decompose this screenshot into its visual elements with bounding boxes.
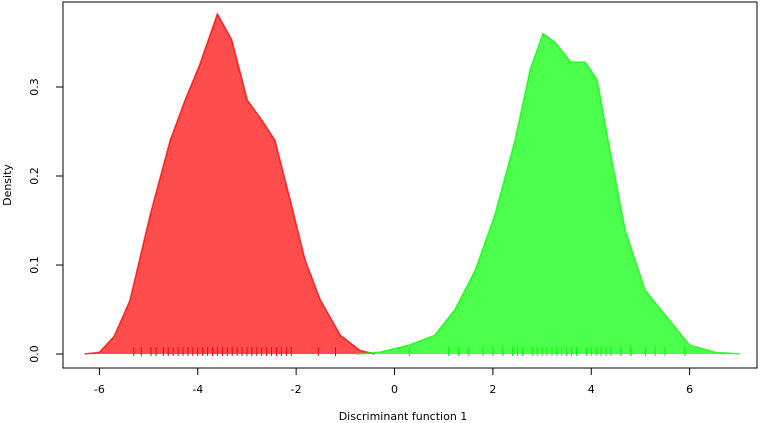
y-axis-title: Density [1,164,14,206]
x-tick-label: -2 [291,383,302,396]
density-line [84,12,375,355]
x-tick-label: 6 [686,383,693,396]
x-tick-label: -4 [192,383,203,396]
x-tick-label: -6 [94,383,105,396]
x-axis-title: Discriminant function 1 [339,410,468,423]
x-tick-label: 4 [588,383,595,396]
x-tick-label: 0 [391,383,398,396]
density-fill [84,14,375,355]
plot-frame [62,1,758,369]
density-fill [355,33,740,355]
x-tick-label: 2 [489,383,496,396]
y-tick-label: 0.3 [28,78,41,96]
y-tick-label: 0.2 [28,167,41,185]
density-line [355,32,740,355]
y-tick-label: 0.1 [28,256,41,274]
y-tick-label: 0.0 [28,345,41,363]
